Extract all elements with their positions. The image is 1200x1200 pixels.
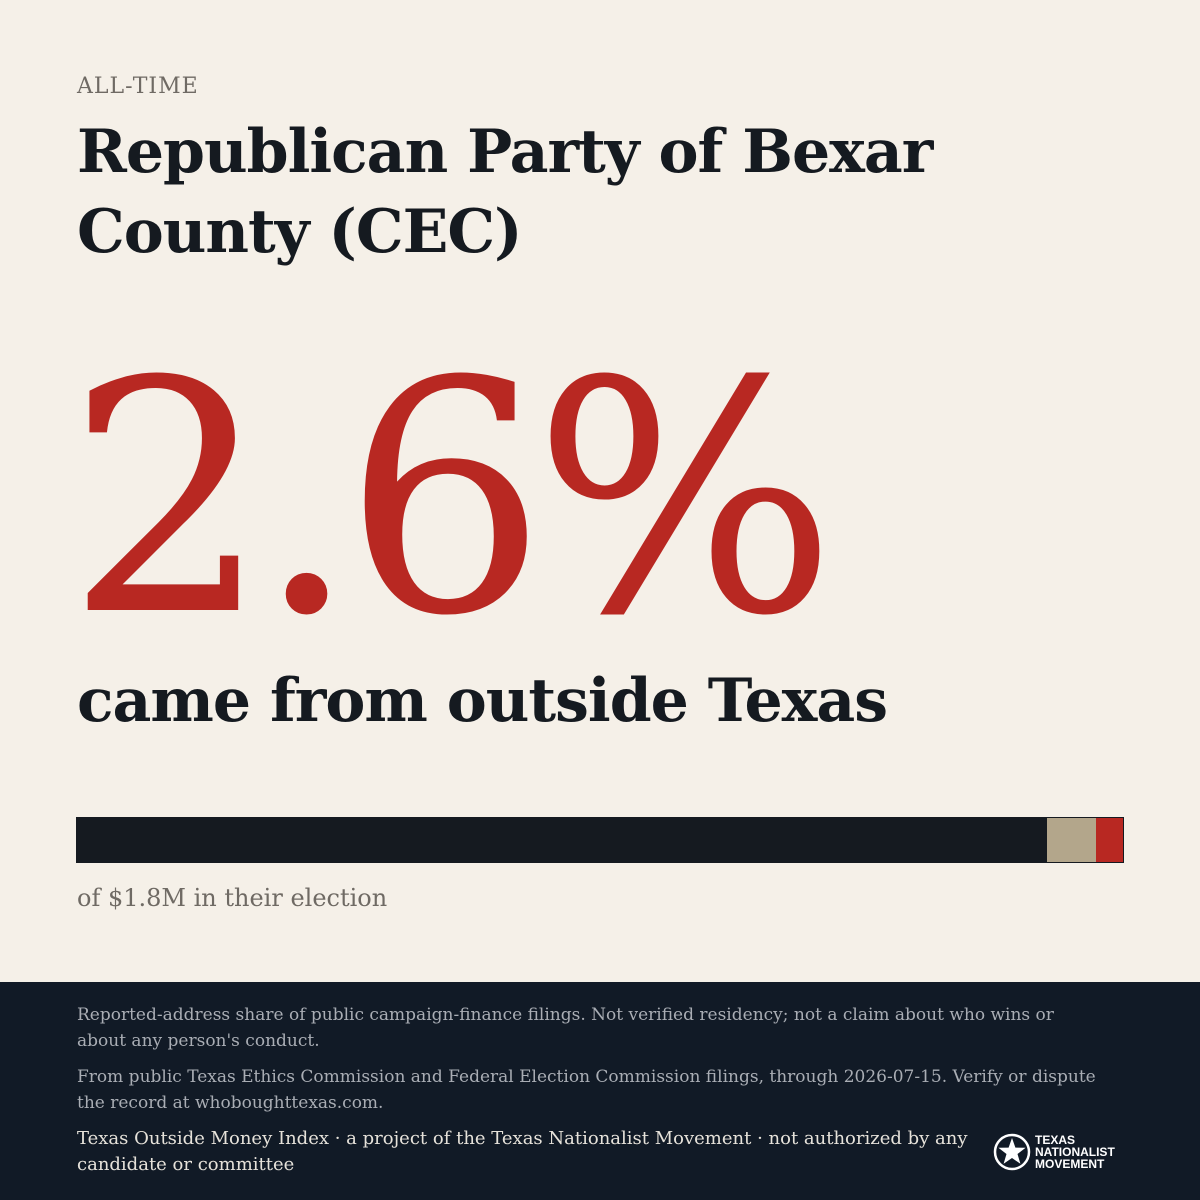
bar-segment-outside-texas: [1095, 818, 1123, 862]
source-note: From public Texas Ethics Commission and …: [77, 1067, 1096, 1113]
logo-line-2: NATIONALIST: [1035, 1145, 1115, 1159]
footer: Reported-address share of public campaig…: [0, 982, 1200, 1200]
methodology-note: Reported-address share of public campaig…: [77, 1005, 1054, 1051]
outside-share-percent: 2.6%: [66, 314, 837, 686]
star-seal-icon: [993, 1133, 1031, 1171]
bar-segment-unknown: [1046, 818, 1096, 862]
tnm-logo: TEXAS NATIONALIST MOVEMENT: [993, 1130, 1128, 1174]
outside-share-subline: came from outside Texas: [77, 666, 888, 736]
credit-line: Texas Outside Money Index · a project of…: [77, 1128, 968, 1175]
bar-segment-texas: [77, 818, 1047, 862]
logo-wordmark: TEXAS NATIONALIST MOVEMENT: [1035, 1134, 1115, 1170]
logo-line-1: TEXAS: [1035, 1133, 1076, 1147]
share-bar: [76, 817, 1124, 863]
total-caption: of $1.8M in their election: [77, 884, 388, 912]
committee-title: Republican Party of Bexar County (CEC): [77, 117, 933, 267]
period-label: ALL-TIME: [77, 74, 199, 99]
logo-line-3: MOVEMENT: [1035, 1157, 1105, 1171]
